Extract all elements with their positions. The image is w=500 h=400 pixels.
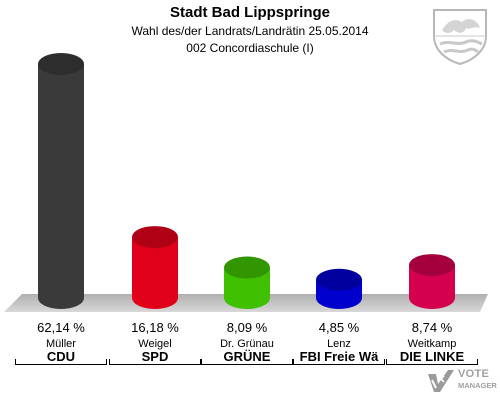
bar-spd [132,226,178,309]
party-label: CDU [15,349,107,365]
candidate-label: Weitkamp [407,338,457,350]
value-label: 62,14 % [37,320,85,335]
vote-manager-logo-icon [428,370,454,392]
chart-title: Stadt Bad Lippspringe [169,4,330,21]
bar-gr-ne [224,256,270,309]
value-label: 16,18 % [131,320,179,335]
party-label: GRÜNE [201,349,293,365]
district-subtitle: 002 Concordiaschule (I) [186,41,314,55]
candidate-label: Müller [46,338,76,350]
value-label: 8,74 % [411,320,453,335]
candidate-label: Weigel [138,338,172,350]
chart-subtitle: Wahl des/der Landrats/Landrätin 25.05.20… [131,24,369,38]
coat-of-arms-icon [433,9,487,66]
brand-name-line2: MANAGER [458,381,497,390]
party-label: SPD [109,349,201,365]
bar-die-linke [409,254,455,309]
candidate-label: Lenz [327,338,351,350]
bar-fbi-freie-w- [316,268,362,309]
party-label: DIE LINKE [386,349,478,365]
value-label: 4,85 % [318,320,360,335]
candidate-label: Dr. Grünau [220,338,274,350]
bar-cdu [38,53,84,309]
party-label: FBI Freie Wä [293,349,385,365]
brand-name-line1: VOTE [458,368,490,380]
value-label: 8,09 % [226,320,268,335]
